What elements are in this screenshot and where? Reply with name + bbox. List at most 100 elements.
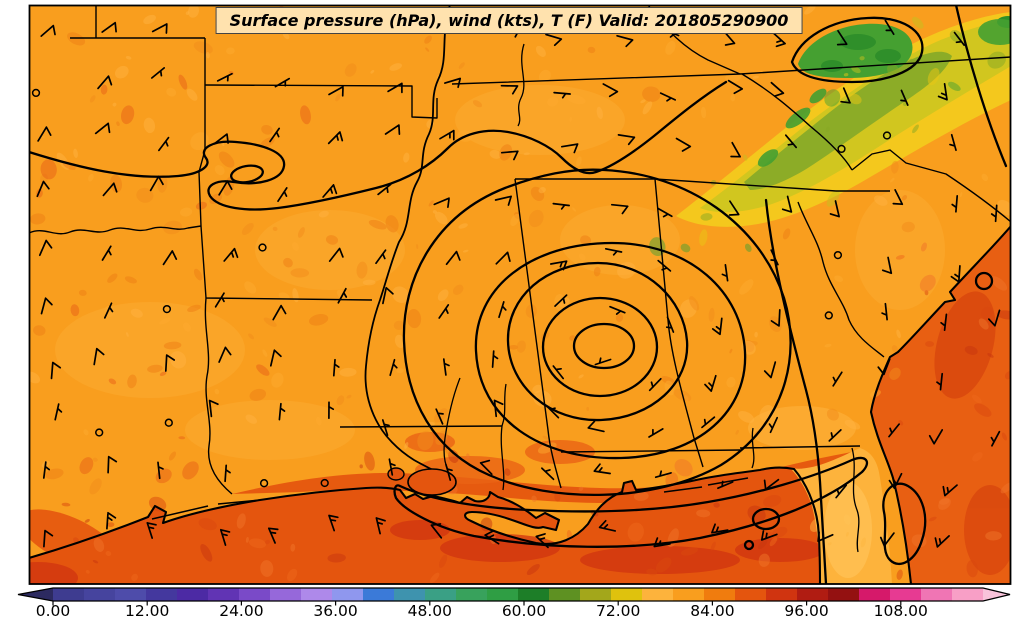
wind-barb (552, 365, 565, 380)
colorbar-tick-label: 0.00 (35, 602, 71, 620)
wind-barb (444, 77, 462, 89)
wind-barb (829, 200, 840, 218)
colorbar-segment (363, 588, 395, 601)
colorbar-segment (332, 588, 364, 601)
colorbar-segment (394, 588, 426, 601)
colorbar (17, 587, 1011, 606)
wind-barb (37, 126, 52, 142)
wind-barb (495, 251, 511, 265)
wind-barb (836, 29, 848, 46)
wind-barb (711, 523, 729, 534)
wind-barb (659, 92, 677, 102)
wind-barb (940, 313, 948, 332)
wind-barb (549, 260, 568, 271)
colorbar-segment (642, 588, 674, 601)
colorbar-segment (487, 588, 519, 601)
wind-barb (274, 77, 291, 88)
wind-barb (602, 83, 619, 98)
wind-barb (546, 405, 560, 419)
calm-wind-circle (258, 243, 267, 252)
wind-barb (493, 399, 504, 418)
wind-barb (730, 141, 741, 158)
lake-pontchartrain (407, 468, 457, 496)
wind-barb (784, 134, 798, 149)
wind-barb (840, 87, 851, 104)
colorbar-segment (208, 588, 240, 601)
colorbar-segment (425, 588, 457, 601)
wind-barb (598, 519, 617, 532)
wind-barb (560, 143, 579, 154)
wind-barb (381, 419, 390, 437)
wind-barb (770, 309, 781, 327)
wind-barb (763, 361, 777, 379)
calm-wind-circle (824, 311, 833, 320)
pressure-contours (29, 5, 1008, 584)
wind-barb (42, 461, 51, 479)
wind-barb (877, 358, 891, 376)
wind-barb (616, 34, 634, 48)
colorbar-over-arrow (983, 588, 1010, 601)
colorbar-segment (177, 588, 209, 601)
wind-barb (218, 180, 233, 196)
wind-barb (50, 361, 62, 380)
wind-barb (36, 180, 50, 198)
wind-barb (377, 183, 392, 196)
calm-wind-circle (164, 418, 173, 427)
wind-barb (162, 250, 178, 266)
wind-barb (500, 150, 519, 161)
wind-barb (675, 137, 692, 152)
wind-barb (704, 374, 717, 392)
wind-barb (327, 131, 344, 145)
wind-barb (40, 24, 56, 37)
wind-barb (328, 247, 344, 262)
calm-wind-circle (882, 131, 892, 140)
colorbar-tick-label: 72.00 (596, 602, 641, 620)
wind-barb (610, 203, 629, 215)
wind-barb (430, 523, 443, 539)
wind-barb (594, 357, 612, 366)
colorbar-segment (84, 588, 116, 601)
wind-barb (760, 530, 778, 541)
colorbar-segment (890, 588, 922, 601)
wind-barb (535, 533, 549, 549)
colorbar-tick-label: 60.00 (501, 602, 547, 620)
wind-barb (269, 127, 281, 143)
wind-barb (384, 124, 401, 135)
wind-barb (387, 82, 403, 94)
wind-barb (884, 19, 895, 36)
wind-barb (990, 204, 998, 223)
wind-barb (157, 461, 164, 480)
wind-barb (328, 514, 339, 532)
wind-barb (950, 265, 961, 283)
wind-barb (272, 304, 287, 321)
wind-barb (332, 358, 340, 377)
wind-barb (375, 249, 387, 265)
wind-barb (337, 287, 348, 304)
rivers (364, 5, 860, 553)
wind-barb (216, 72, 233, 82)
wind-barb (442, 358, 450, 376)
wind-barb (553, 91, 571, 99)
wind-barb (828, 429, 842, 442)
wind-barb (43, 529, 54, 548)
wind-barb (554, 294, 568, 307)
wind-barb (97, 75, 113, 90)
wind-barb (772, 32, 786, 48)
colorbar-segment (797, 588, 829, 601)
wind-barb (277, 187, 288, 203)
calm-wind-circle (31, 88, 41, 98)
wind-barb (949, 133, 957, 152)
wind-barb (438, 304, 450, 319)
wind-barb (770, 249, 779, 266)
wind-barb (727, 79, 744, 95)
wind-barb (93, 347, 105, 366)
wind-barb (107, 455, 118, 474)
wind-barb (942, 484, 958, 497)
calm-wind-circle (95, 428, 104, 437)
wind-barb (665, 316, 675, 333)
wind-barb (728, 200, 740, 216)
colorbar-segment (673, 588, 705, 601)
wind-barb (208, 399, 219, 418)
calm-wind-circle (833, 250, 843, 260)
